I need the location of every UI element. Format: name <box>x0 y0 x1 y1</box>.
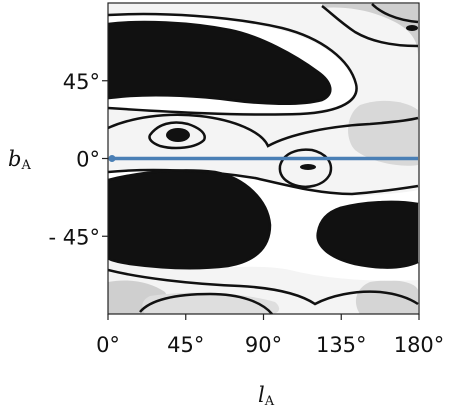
plot-area <box>108 3 419 314</box>
peak-left-center <box>166 128 190 142</box>
contour-lower-outer <box>108 268 419 306</box>
y-tick-label: 45° <box>63 70 100 94</box>
y-axis-label: bA <box>8 147 31 173</box>
contour-lower-left <box>108 169 272 270</box>
contour-top-right <box>321 5 419 48</box>
contour-top-right-2 <box>371 3 419 24</box>
dense-region-lower-left <box>108 170 270 269</box>
shade-mid-right <box>348 100 418 166</box>
y-axis: 45° 0° - 45° <box>49 70 108 249</box>
y-tick-label: 0° <box>76 148 100 172</box>
shade-bottom-right <box>355 280 418 314</box>
x-tick-label: 45° <box>167 333 204 357</box>
dense-region-upper <box>108 22 331 104</box>
peak-mid-center <box>300 164 316 170</box>
x-tick-label: 0° <box>96 333 120 357</box>
contour-bottom <box>139 292 273 314</box>
dense-region-lower-right <box>317 201 418 268</box>
reference-line-start-marker <box>108 155 116 162</box>
contour-upper-inner <box>108 20 332 105</box>
contour-upper-outer <box>108 12 358 116</box>
x-axis: 0° 45° 90° 135° 180° <box>96 314 444 357</box>
x-axis-label: lA <box>258 383 275 409</box>
x-tick-label: 90° <box>245 333 282 357</box>
contour-peak-left <box>148 121 206 150</box>
x-tick-label: 135° <box>316 333 367 357</box>
y-tick-label: - 45° <box>49 225 100 249</box>
x-tick-label: 180° <box>394 333 445 357</box>
contours <box>108 3 419 314</box>
peak-top-right <box>406 25 418 31</box>
contour-mid-band-top <box>108 113 419 148</box>
contour-peak-mid <box>278 148 333 188</box>
contour-lower-right <box>316 200 419 269</box>
